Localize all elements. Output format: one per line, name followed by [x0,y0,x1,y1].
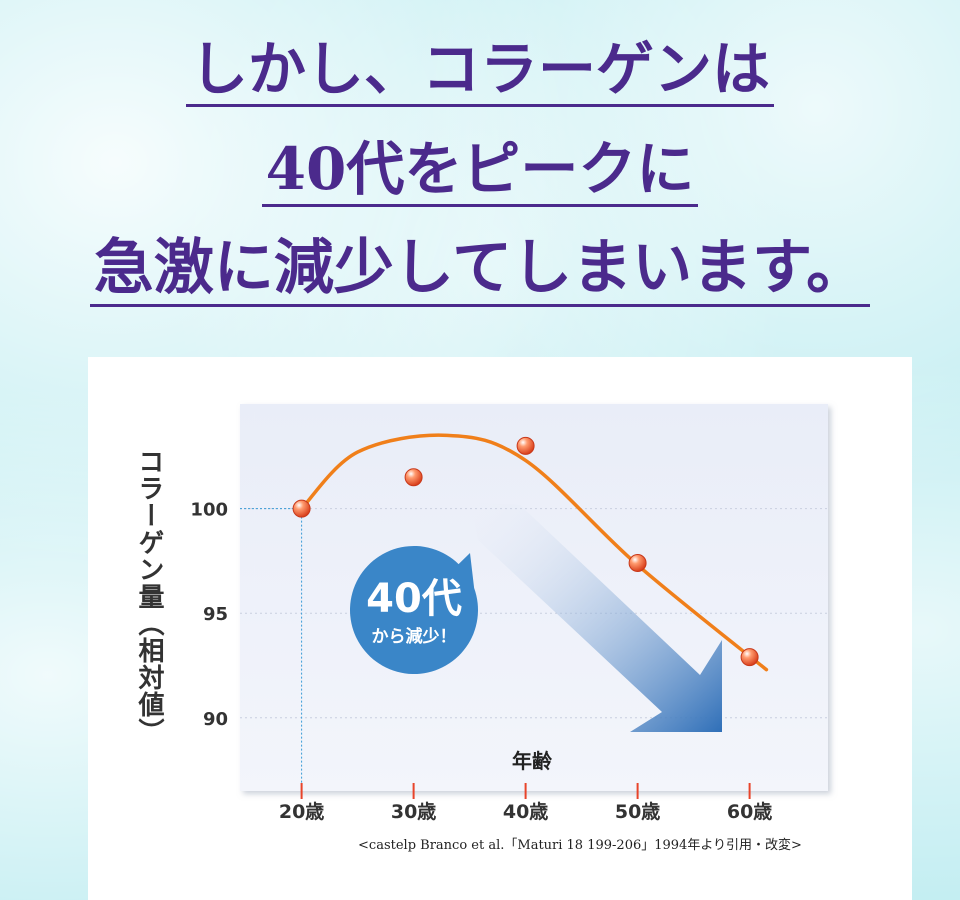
headline-line-3: 急激に減少してしまいます。 [0,238,960,307]
data-point [740,648,759,667]
source-citation: <castelp Branco et al.「Maturi 18 199-206… [358,838,802,853]
data-point [628,553,647,572]
y-tick-label: 90 [203,709,228,730]
trend-line [299,433,769,672]
x-tick-label: 60歳 [727,801,772,823]
y-tick-label: 95 [203,604,228,625]
decline-arrow [470,502,722,732]
decline-badge: 40代 から減少！ [349,546,478,674]
x-axis-title: 年齢 [512,749,553,773]
headline-line-1: しかし、コラーゲンは [0,40,960,107]
decline-arrow-shape [470,502,722,732]
axis-labels: 100 95 90 20歳 30歳 40歳 50歳 60歳 [190,500,772,823]
badge-bubble [349,546,478,674]
grid-lines [240,508,828,791]
y-axis-title: コラーゲン量（相対値） [134,448,164,745]
x-tick-label: 50歳 [615,801,660,823]
plot-area [240,404,828,791]
data-point [404,468,423,487]
headline-line-2: 40代をピークに [0,140,960,207]
badge-line-1: 40代 [366,576,462,622]
data-point [516,436,535,455]
data-point [292,499,311,518]
x-tick-label: 40歳 [503,801,548,823]
badge-line-2: から減少！ [372,626,457,647]
x-tick-label: 20歳 [279,801,324,823]
y-tick-label: 100 [190,500,228,521]
x-tick-label: 30歳 [391,801,436,823]
chart-marks [292,433,769,672]
